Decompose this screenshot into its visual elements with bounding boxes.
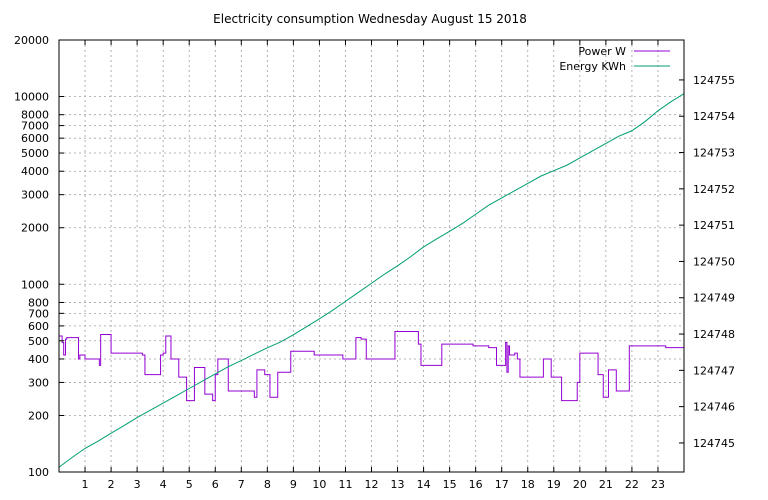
y2-tick-label: 124747 (693, 364, 735, 377)
x-tick-label: 8 (264, 478, 271, 491)
x-tick-label: 10 (312, 478, 326, 491)
y2-tick-label: 124752 (693, 183, 735, 196)
y-tick-label: 6000 (21, 132, 49, 145)
y2-tick-label: 124746 (693, 401, 735, 414)
series-layer (58, 93, 685, 468)
y2-tick-label: 124754 (693, 110, 735, 123)
legend-label-energy-kwh: Energy KWh (559, 60, 626, 73)
y-tick-label: 8000 (21, 109, 49, 122)
x-tick-label: 9 (290, 478, 297, 491)
x-tick-label: 20 (573, 478, 587, 491)
legend-label-power-w: Power W (578, 45, 626, 58)
series-line-energy-kwh (58, 93, 685, 468)
x-tick-label: 17 (495, 478, 509, 491)
grid (59, 40, 684, 472)
y2-tick-label: 124748 (693, 328, 735, 341)
legend: Power W Energy KWh (559, 45, 670, 73)
y2-tick-label: 124755 (693, 74, 735, 87)
y2-tick-label: 124753 (693, 147, 735, 160)
y-tick-label: 800 (28, 296, 49, 309)
y-tick-label: 10000 (14, 91, 49, 104)
series-line-power-w (59, 331, 684, 402)
x-tick-label: 1 (82, 478, 89, 491)
x-tick-label: 18 (521, 478, 535, 491)
x-tick-label: 3 (134, 478, 141, 491)
y-tick-label: 7000 (21, 120, 49, 133)
y-tick-label: 5000 (21, 147, 49, 160)
chart-title: Electricity consumption Wednesday August… (213, 12, 527, 26)
y2-tick-label: 124745 (693, 437, 735, 450)
x-tick-label: 15 (443, 478, 457, 491)
x-tick-label: 16 (469, 478, 483, 491)
y-tick-label: 300 (28, 376, 49, 389)
x-tick-label: 6 (212, 478, 219, 491)
y-tick-label: 20000 (14, 34, 49, 47)
y-tick-label: 4000 (21, 165, 49, 178)
y-tick-label: 2000 (21, 222, 49, 235)
y-tick-label: 700 (28, 307, 49, 320)
x-tick-label: 5 (186, 478, 193, 491)
x-tick-label: 14 (417, 478, 431, 491)
x-tick-label: 22 (625, 478, 639, 491)
y-tick-label: 3000 (21, 189, 49, 202)
y-tick-label: 400 (28, 353, 49, 366)
x-tick-label: 13 (391, 478, 405, 491)
x-tick-label: 12 (365, 478, 379, 491)
x-tick-label: 23 (651, 478, 665, 491)
x-tick-label: 19 (547, 478, 561, 491)
x-tick-label: 7 (238, 478, 245, 491)
y2-tick-label: 124751 (693, 219, 735, 232)
y-tick-label: 200 (28, 409, 49, 422)
y2-tick-label: 124749 (693, 292, 735, 305)
x-tick-label: 4 (160, 478, 167, 491)
x-tick-label: 21 (599, 478, 613, 491)
y-tick-label: 500 (28, 335, 49, 348)
y-tick-label: 100 (28, 466, 49, 479)
x-tick-label: 2 (108, 478, 115, 491)
x-tick-label: 11 (338, 478, 352, 491)
y2-tick-label: 124750 (693, 255, 735, 268)
y-tick-label: 600 (28, 320, 49, 333)
ticks: 1 2 3 4 5 6 7 8 9 10 11 12 13 14 15 16 17 18 19 20 21 22 23100… (14, 34, 735, 491)
y-tick-label: 1000 (21, 278, 49, 291)
